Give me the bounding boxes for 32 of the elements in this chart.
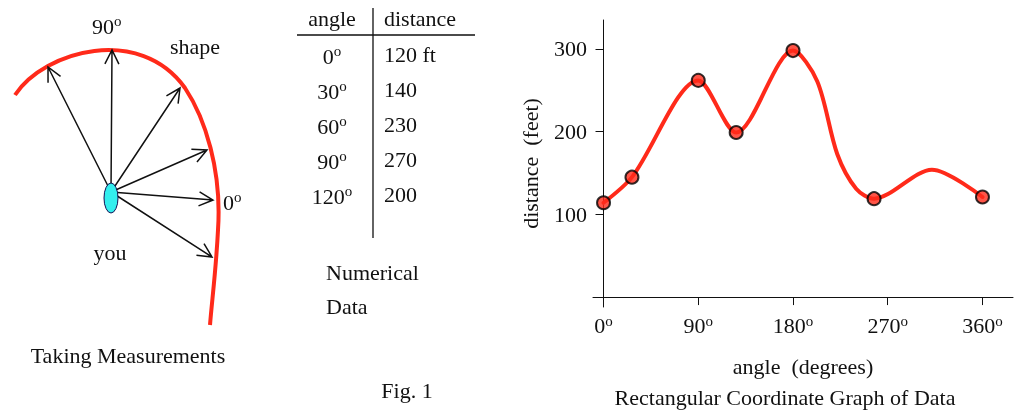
y-tick-label: 100 bbox=[554, 201, 587, 227]
text: angle bbox=[308, 6, 356, 31]
text: 90$^{o}$ bbox=[92, 13, 122, 40]
text: 140 bbox=[384, 77, 417, 102]
point bbox=[624, 169, 640, 185]
text: 200 bbox=[384, 182, 417, 207]
x-axis-title: angle (degrees) bbox=[732, 353, 874, 379]
text: 120 ft bbox=[384, 42, 436, 67]
text: Rectangular Coordinate Graph of Data bbox=[614, 384, 956, 410]
point bbox=[974, 189, 990, 205]
point bbox=[866, 191, 882, 207]
text: 270 bbox=[384, 147, 417, 172]
point bbox=[596, 195, 612, 211]
text: 0$^{o}$ bbox=[322, 43, 342, 70]
caption: Fig. 1 bbox=[381, 378, 433, 403]
text: shape bbox=[170, 34, 221, 59]
text: 230 bbox=[384, 112, 417, 137]
y-tick-label: 200 bbox=[554, 119, 587, 145]
text: you bbox=[93, 240, 127, 265]
y-tick-label: 300 bbox=[554, 36, 587, 62]
point bbox=[785, 43, 801, 59]
text: Numerical Data bbox=[326, 259, 420, 321]
text: distance bbox=[384, 6, 457, 31]
text: 120$^{o}$ bbox=[311, 183, 353, 210]
y-axis-title: distance (feet) bbox=[517, 98, 543, 229]
point bbox=[690, 72, 706, 88]
text: Taking Measurements bbox=[30, 343, 226, 368]
text: 30$^{o}$ bbox=[317, 78, 347, 105]
text: 90$^{o}$ bbox=[317, 148, 347, 175]
point bbox=[728, 124, 744, 140]
text: 0$^{o}$ bbox=[223, 189, 242, 216]
text: 60$^{o}$ bbox=[317, 113, 347, 140]
